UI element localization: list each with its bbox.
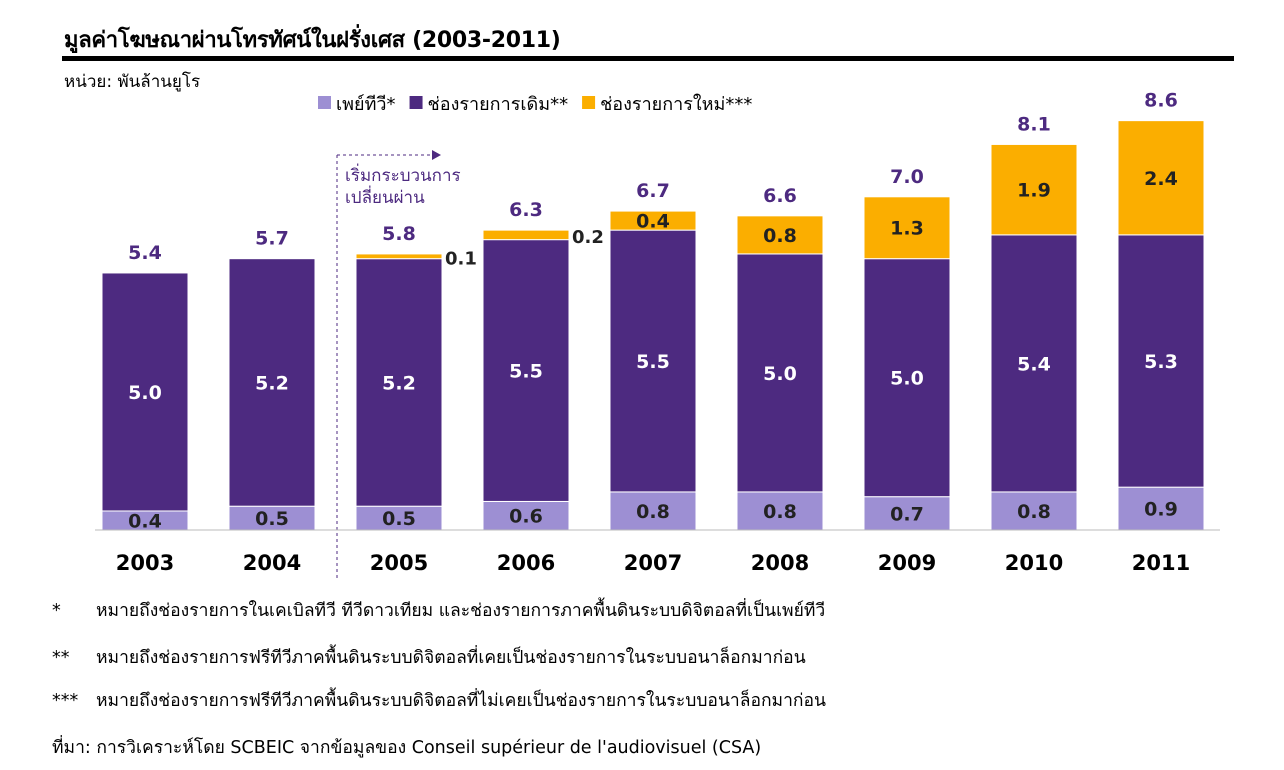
- total-label-2007: 6.7: [636, 180, 670, 202]
- total-label-2009: 7.0: [890, 166, 924, 188]
- bar-2004-s1: [228, 258, 316, 507]
- bar-2009-s2: [863, 196, 951, 260]
- chart-title: มูลค่าโฆษณาผ่านโทรทัศน์ในฝรั่งเศส (2003-…: [64, 28, 561, 53]
- bar-2008-s2: [736, 215, 824, 255]
- data-label-2005-s2: 0.1: [445, 248, 477, 269]
- data-label-2006-s2: 0.2: [572, 227, 604, 248]
- bar-2006-s1: [482, 239, 570, 502]
- bar-2010-s0: [990, 491, 1078, 531]
- x-tick-2008: 2008: [751, 551, 809, 575]
- footnote-1: * หมายถึงช่องรายการในเคเบิลทีวี ทีวีดาวเท…: [52, 596, 825, 624]
- data-label-2011-s2: 2.4: [1144, 168, 1178, 190]
- bar-2009-s1: [863, 258, 951, 498]
- data-label-2010-s0: 0.8: [1017, 501, 1051, 523]
- footnote-text: หมายถึงช่องรายการฟรีทีวีภาคพื้นดินระบบดิ…: [96, 691, 826, 711]
- bar-2011-s1: [1117, 234, 1205, 488]
- bar-2007-s1: [609, 229, 697, 493]
- bar-2007-s0: [609, 491, 697, 531]
- annotation-line-2: เปลี่ยนผ่าน: [345, 185, 425, 208]
- title-rule: [62, 56, 1234, 61]
- legend-label-0: เพย์ทีวี*: [336, 94, 396, 115]
- data-label-2007-s0: 0.8: [636, 501, 670, 523]
- x-tick-2009: 2009: [878, 551, 936, 575]
- source-note: ที่มา: การวิเคราะห์โดย SCBEIC จากข้อมูลข…: [52, 738, 762, 758]
- footnote-marker: *: [52, 601, 61, 621]
- annotation-line-1: เริ่มกระบวนการ: [345, 163, 461, 186]
- bar-2010-s1: [990, 234, 1078, 493]
- legend-swatch-2: [582, 96, 596, 109]
- data-label-2009-s1: 5.0: [890, 368, 924, 390]
- total-label-2005: 5.8: [382, 223, 416, 245]
- bar-2006-s0: [482, 500, 570, 531]
- data-label-2004-s0: 0.5: [255, 508, 289, 530]
- footnote-2: ** หมายถึงช่องรายการฟรีทีวีภาคพื้นดินระบบ…: [52, 643, 806, 671]
- footnote-marker: ***: [52, 691, 79, 711]
- data-label-2005-s0: 0.5: [382, 508, 416, 530]
- x-tick-2006: 2006: [497, 551, 555, 575]
- legend-label-2: ช่องรายการใหม่***: [600, 93, 752, 115]
- bar-2007-s2: [609, 210, 697, 231]
- data-label-2004-s1: 5.2: [255, 372, 289, 394]
- total-label-2004: 5.7: [255, 228, 289, 250]
- data-label-2008-s2: 0.8: [763, 225, 797, 247]
- data-label-2011-s0: 0.9: [1144, 499, 1178, 521]
- bar-2006-s2: [482, 229, 570, 241]
- data-label-2010-s1: 5.4: [1017, 353, 1051, 375]
- data-label-2010-s2: 1.9: [1017, 180, 1051, 202]
- legend-swatch-1: [409, 96, 423, 109]
- data-label-2003-s1: 5.0: [128, 382, 162, 404]
- x-tick-2005: 2005: [370, 551, 428, 575]
- bar-2005-s2: [355, 253, 443, 260]
- x-tick-2011: 2011: [1132, 551, 1190, 575]
- data-label-2006-s1: 5.5: [509, 361, 543, 383]
- x-tick-2003: 2003: [116, 551, 174, 575]
- bar-2011-s2: [1117, 120, 1205, 236]
- bar-2011-s0: [1117, 486, 1205, 531]
- x-tick-2010: 2010: [1005, 551, 1063, 575]
- total-label-2008: 6.6: [763, 185, 797, 207]
- footnote-3: *** หมายถึงช่องรายการฟรีทีวีภาคพื้นดินระบ…: [52, 686, 826, 714]
- footnote-text: หมายถึงช่องรายการในเคเบิลทีวี ทีวีดาวเที…: [96, 601, 826, 621]
- bar-2003-s1: [101, 272, 189, 512]
- footnote-marker: **: [52, 648, 70, 668]
- total-label-2003: 5.4: [128, 242, 162, 264]
- data-label-2008-s0: 0.8: [763, 501, 797, 523]
- bar-2010-s2: [990, 143, 1078, 236]
- data-label-2009-s2: 1.3: [890, 218, 924, 240]
- bar-2005-s1: [355, 258, 443, 507]
- stacked-bar-chart: เพย์ทีวี* ช่องรายการเดิม** ช่องรายการใหม่*…: [95, 90, 1220, 578]
- data-label-2003-s0: 0.4: [128, 510, 162, 532]
- total-label-2006: 6.3: [509, 199, 543, 221]
- legend-swatch-0: [318, 96, 331, 109]
- data-label-2007-s2: 0.4: [636, 211, 670, 233]
- data-label-2008-s1: 5.0: [763, 363, 797, 385]
- arrow-head-icon: [432, 150, 441, 160]
- data-label-2011-s1: 5.3: [1144, 351, 1178, 373]
- data-label-2009-s0: 0.7: [890, 503, 924, 525]
- unit-label: หน่วย: พันล้านยูโร: [64, 72, 201, 92]
- x-tick-2007: 2007: [624, 551, 682, 575]
- total-label-2011: 8.6: [1144, 90, 1178, 112]
- x-tick-2004: 2004: [243, 551, 301, 575]
- footnote-text: หมายถึงช่องรายการฟรีทีวีภาคพื้นดินระบบดิ…: [96, 648, 806, 668]
- legend-label-1: ช่องรายการเดิม**: [428, 94, 569, 115]
- data-label-2007-s1: 5.5: [636, 351, 670, 373]
- data-label-2006-s0: 0.6: [509, 506, 543, 528]
- total-label-2010: 8.1: [1017, 113, 1051, 135]
- data-label-2005-s1: 5.2: [382, 372, 416, 394]
